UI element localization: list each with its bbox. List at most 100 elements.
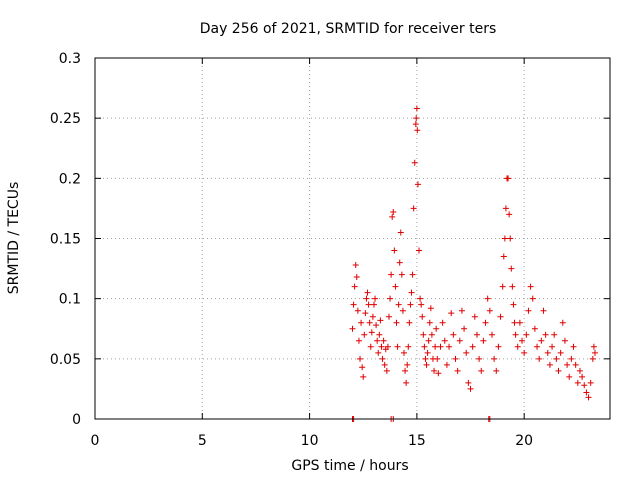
data-point <box>583 389 590 396</box>
data-point <box>399 307 406 314</box>
data-point <box>551 331 558 338</box>
data-point <box>351 283 358 290</box>
data-point <box>473 331 480 338</box>
data-point <box>424 349 431 356</box>
chart-title: Day 256 of 2021, SRMTID for receiver ter… <box>200 21 497 37</box>
data-point <box>511 319 518 326</box>
grid-lines <box>95 58 610 419</box>
data-point <box>576 367 583 374</box>
data-point <box>469 343 476 350</box>
data-point <box>352 261 359 268</box>
data-point <box>507 235 514 242</box>
x-tick-label: 20 <box>515 433 533 449</box>
data-point <box>405 343 412 350</box>
data-point <box>536 355 543 362</box>
data-point <box>432 343 439 350</box>
data-point <box>506 211 513 218</box>
data-point <box>413 105 420 112</box>
data-point <box>546 361 553 368</box>
data-point <box>411 159 418 166</box>
data-point <box>523 331 530 338</box>
data-point <box>354 307 361 314</box>
y-tick-label: 0 <box>72 412 81 428</box>
data-point <box>397 229 404 236</box>
data-point <box>585 394 592 401</box>
data-point <box>394 343 401 350</box>
data-point <box>420 331 427 338</box>
data-point <box>367 343 374 350</box>
data-point <box>417 295 424 302</box>
data-point <box>564 361 571 368</box>
data-point <box>398 271 405 278</box>
data-point <box>404 361 411 368</box>
data-point <box>484 295 491 302</box>
data-point <box>414 127 421 134</box>
y-tick-label: 0.1 <box>59 292 81 308</box>
data-point <box>366 319 373 326</box>
data-point <box>357 355 364 362</box>
data-point <box>419 313 426 320</box>
x-tick-label: 10 <box>301 433 319 449</box>
data-point <box>427 305 434 312</box>
data-point <box>514 343 521 350</box>
data-point <box>416 247 423 254</box>
x-tick-label: 0 <box>91 433 100 449</box>
data-point <box>365 301 372 308</box>
data-point <box>358 319 365 326</box>
data-point <box>401 349 407 356</box>
data-point <box>488 331 495 338</box>
data-point <box>374 337 381 344</box>
data-point <box>431 367 438 374</box>
data-point <box>482 319 489 326</box>
data-point <box>439 319 446 326</box>
data-point <box>428 331 435 338</box>
data-point <box>396 259 403 266</box>
data-point <box>381 361 388 368</box>
data-point <box>373 322 380 329</box>
data-point <box>418 301 425 308</box>
data-point <box>521 349 528 356</box>
data-point <box>376 331 383 338</box>
data-point <box>446 343 453 350</box>
data-point <box>497 313 504 320</box>
data-point <box>387 295 394 302</box>
data-point <box>361 331 368 338</box>
data-point <box>566 373 573 380</box>
data-point <box>561 337 568 344</box>
data-point <box>435 370 442 377</box>
data-point <box>403 379 410 386</box>
data-point <box>587 379 594 386</box>
data-point <box>395 301 402 308</box>
data-point <box>538 337 545 344</box>
y-tick-label: 0.2 <box>59 171 81 187</box>
data-point <box>476 355 483 362</box>
data-point <box>516 319 523 326</box>
data-point <box>553 355 560 362</box>
data-point <box>421 343 428 350</box>
data-point <box>527 283 534 290</box>
data-point <box>437 343 444 350</box>
data-point <box>370 301 377 308</box>
data-point <box>433 325 440 332</box>
data-point <box>559 319 566 326</box>
data-point <box>549 343 556 350</box>
data-point <box>391 247 398 254</box>
y-axis-label: SRMTID / TECUs <box>6 182 22 295</box>
data-point <box>375 349 382 356</box>
data-point <box>380 337 387 344</box>
data-point <box>360 373 367 380</box>
data-point <box>463 349 470 356</box>
data-point <box>408 289 415 296</box>
data-point <box>478 367 485 374</box>
data-point <box>512 331 519 338</box>
data-point <box>350 301 357 308</box>
data-point <box>353 274 360 281</box>
data-point <box>425 337 432 344</box>
data-point <box>383 367 390 374</box>
data-point <box>544 349 551 356</box>
data-point <box>422 355 429 362</box>
data-point <box>368 329 375 336</box>
data-point <box>441 337 448 344</box>
data-point <box>407 301 414 308</box>
data-point <box>390 209 397 216</box>
